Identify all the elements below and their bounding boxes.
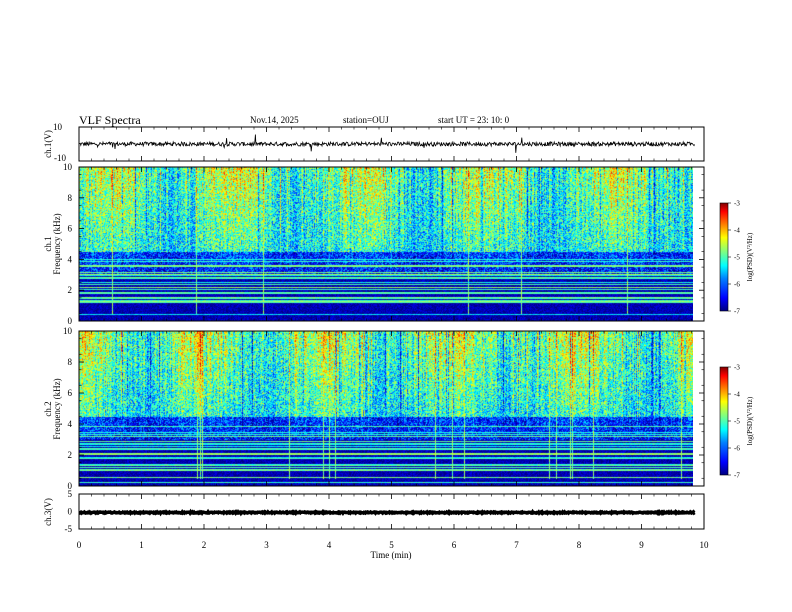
colorbar-tick-label: -5 [734,254,740,262]
freq-tick-label: 6 [68,388,73,398]
station-label: station=OUJ [343,115,389,125]
ch1-spectrogram-image [79,167,693,321]
time-tick-label: 1 [139,540,144,550]
colorbar-tick-label: -7 [734,308,740,316]
ch1-waveform-line [78,134,695,153]
time-tick-label: 10 [700,540,710,550]
freq-tick-label: 8 [68,193,73,203]
colorbar-tick-label: -5 [734,418,740,426]
time-axis: 0 1 2 3 4 5 6 7 8 9 10 [77,127,709,550]
ch1-colorbar [719,202,729,312]
time-tick-label: 3 [264,540,269,550]
ch1-spectrogram-channel-label: ch.1 [43,236,53,251]
time-axis-label: Time (min) [371,550,412,560]
ch1-waveform-ylabel: ch.1(V) [43,130,53,158]
ch3-ytick-label: 0 [68,507,73,517]
time-tick-label: 8 [577,540,582,550]
freq-tick-label: 0 [68,316,73,326]
ch3-waveform-ylabel: ch.3(V) [43,498,53,526]
ch2-spectrogram-image [79,331,693,486]
ch1-ytick-top: 10 [53,122,63,132]
ch1-freq-ticks: 0 2 4 6 8 10 [63,162,704,326]
colorbar-tick-label: -6 [734,281,740,289]
colorbar-tick-label: -7 [734,472,740,480]
colorbar-tick-label: -3 [734,364,740,372]
time-tick-label: 0 [77,540,82,550]
ch1-ytick-bottom: -10 [54,153,66,163]
freq-tick-label: 4 [68,419,73,429]
ch3-ytick-label: -5 [65,524,73,534]
time-tick-label: 7 [514,540,519,550]
ch1-spectrogram-ylabel: Frequency (kHz) [52,213,62,274]
colorbar-tick-label: -4 [734,227,740,235]
ch2-colorbar [719,366,729,476]
colorbar-tick-label: -6 [734,445,740,453]
ch1-colorbar-label: log(PSD)(V²/Hz) [746,232,754,281]
ch1-colorbar-ticks: -3 -4 -5 -6 -7 [728,200,740,316]
time-tick-label: 5 [389,540,394,550]
freq-tick-label: 2 [68,285,73,295]
colorbar-tick-label: -4 [734,391,740,399]
start-time-label: start UT = 23: 10: 0 [438,115,510,125]
ch2-spectrogram-ylabel: Frequency (kHz) [52,378,62,439]
freq-tick-label: 10 [63,326,73,336]
figure-title: VLF Spectra [79,113,141,127]
ch3-ytick-label: 5 [68,489,73,499]
ch1-waveform-panel: 10 -10 ch.1(V) [43,122,705,163]
freq-tick-label: 10 [63,162,73,172]
time-tick-label: 6 [452,540,457,550]
time-tick-label: 2 [202,540,207,550]
ch3-waveform-line [78,508,696,517]
date-label: Nov.14, 2025 [250,115,299,125]
freq-tick-label: 8 [68,357,73,367]
freq-tick-label: 2 [68,450,73,460]
ch2-colorbar-label: log(PSD)(V²/Hz) [746,396,754,445]
time-tick-label: 9 [639,540,644,550]
freq-tick-label: 4 [68,254,73,264]
ch2-spectrogram-channel-label: ch.2 [43,401,53,416]
ch3-waveform-panel: 5 0 -5 ch.3(V) [43,489,705,534]
ch2-freq-ticks: 0 2 4 6 8 10 [63,326,704,491]
ch2-colorbar-ticks: -3 -4 -5 -6 -7 [728,364,740,480]
freq-tick-label: 0 [68,481,73,491]
ch3-yticks: 5 0 -5 [65,489,83,534]
colorbar-tick-label: -3 [734,200,740,208]
freq-tick-label: 6 [68,224,73,234]
time-tick-label: 4 [327,540,332,550]
